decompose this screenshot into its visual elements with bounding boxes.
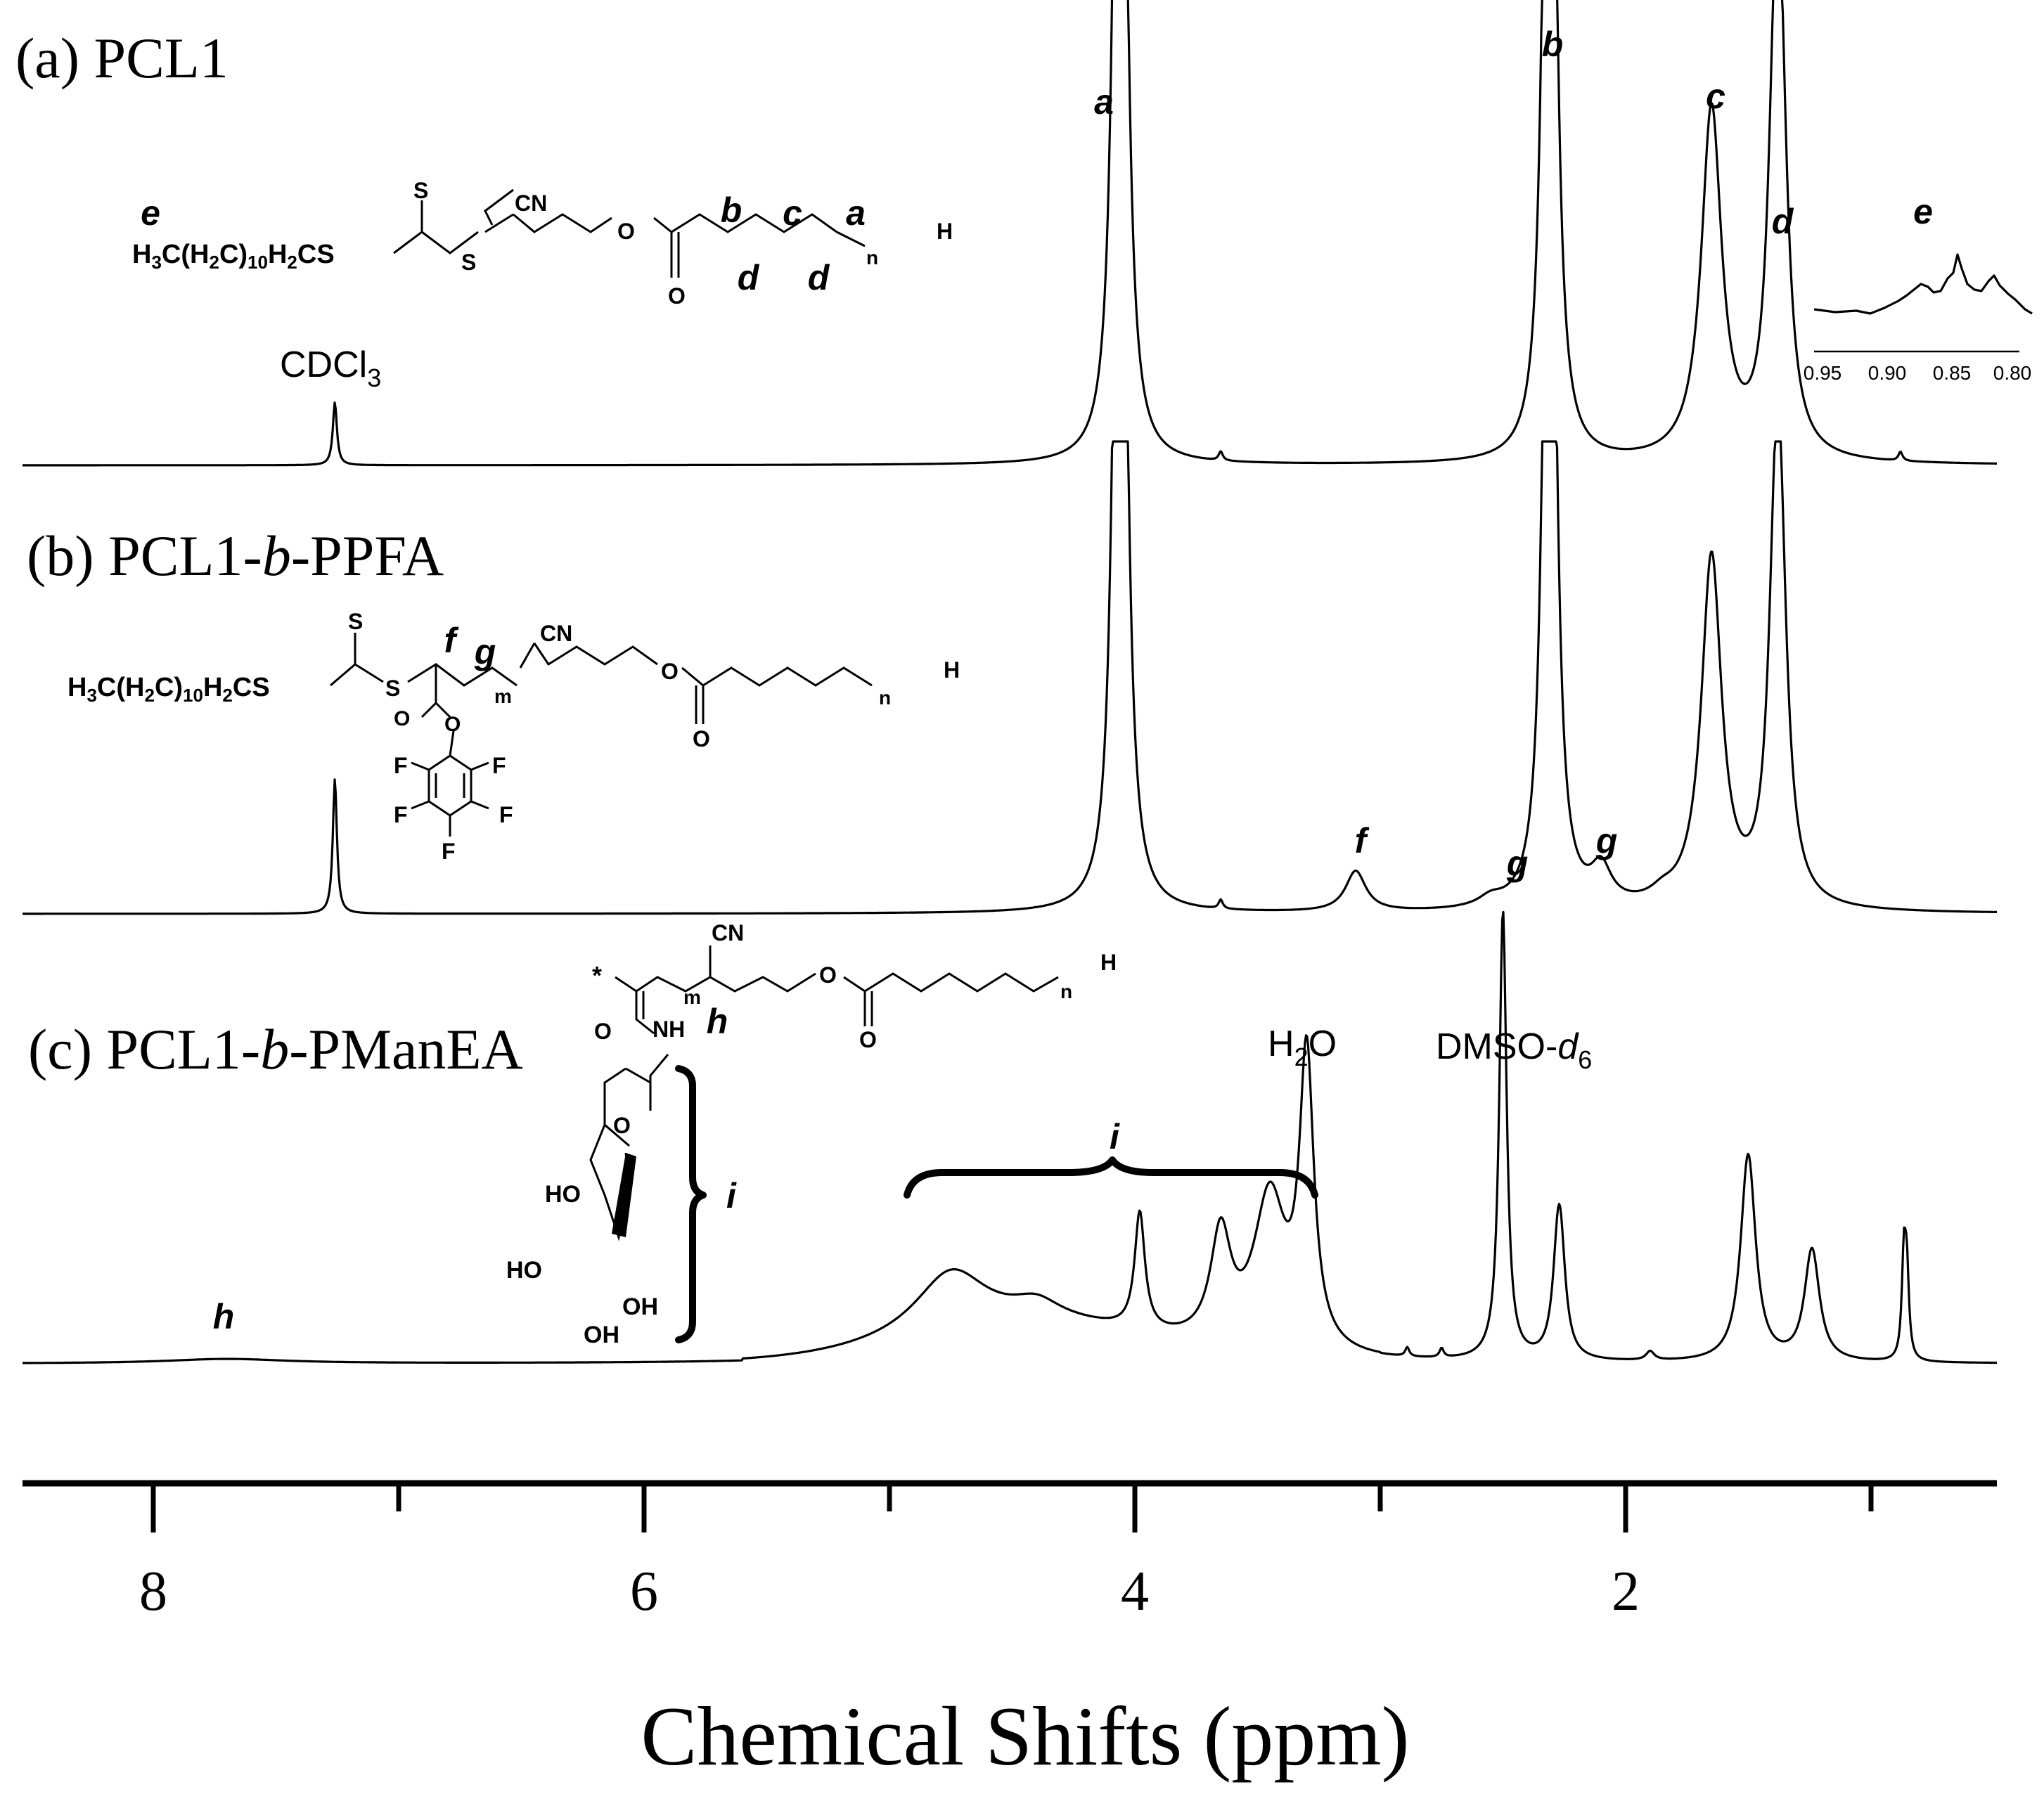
inset-peak-label-e: e bbox=[1913, 192, 1933, 231]
panel-label-a: (a) PCL1 bbox=[15, 26, 229, 90]
peak-label-b: b bbox=[1542, 25, 1564, 64]
chemical-structure-c: * CN O O O NH m n H O h HO HO OH OH i bbox=[506, 920, 1117, 1348]
spectrum-trace-c bbox=[22, 910, 1998, 1364]
struct-b-label: m bbox=[494, 685, 512, 707]
struct-c-label: * bbox=[592, 961, 602, 990]
hydroxyl-label: HO bbox=[506, 1257, 542, 1284]
peak-label-h: h bbox=[213, 1297, 235, 1336]
carbon-label: i bbox=[726, 1176, 737, 1215]
fluorine-label: F bbox=[442, 839, 456, 864]
bracket-structure-i bbox=[675, 1065, 707, 1343]
struct-b-label: n bbox=[879, 687, 891, 709]
fluorine-label: F bbox=[492, 753, 506, 778]
carbon-label: c bbox=[783, 193, 802, 233]
spectrum-trace-b bbox=[22, 440, 1998, 915]
peak-label-g: g bbox=[1595, 821, 1618, 860]
struct-c-label: H bbox=[1100, 950, 1117, 975]
end-group-label-e: e bbox=[141, 193, 160, 233]
struct-a-label: n bbox=[866, 247, 878, 269]
structure-bonds bbox=[393, 188, 866, 278]
peak-label-a: a bbox=[1094, 82, 1114, 122]
struct-b-label: CN bbox=[540, 621, 572, 646]
x-ticks bbox=[150, 1483, 1874, 1532]
inset-tick-label: 0.90 bbox=[1868, 362, 1907, 384]
panel-label-c: (c) PCL1-b-PManEA bbox=[28, 1017, 523, 1081]
structure-bonds bbox=[330, 633, 873, 837]
carbon-label: b bbox=[721, 191, 743, 230]
solvent-label-h2o: H2O bbox=[1268, 1024, 1337, 1071]
bracket-i bbox=[904, 1156, 1318, 1199]
solvent-label-dmso: DMSO-d6 bbox=[1436, 1026, 1592, 1074]
struct-b-label: H bbox=[944, 657, 960, 683]
struct-b-label: S bbox=[385, 676, 400, 701]
struct-c-label: NH bbox=[653, 1017, 685, 1042]
struct-a-label: H bbox=[937, 219, 953, 244]
struct-b-label: O bbox=[444, 713, 461, 736]
peak-label-c: c bbox=[1706, 77, 1725, 116]
ring-wedge bbox=[612, 1153, 636, 1237]
hydroxyl-label: OH bbox=[584, 1322, 619, 1348]
struct-c-label: O bbox=[594, 1019, 612, 1044]
carbon-label: d bbox=[808, 258, 830, 297]
struct-c-label: O bbox=[859, 1027, 877, 1052]
struct-a-label: O bbox=[668, 283, 686, 309]
carbon-label: g bbox=[474, 632, 496, 671]
x-axis: 8 6 4 2 Chemical Shifts (ppm) bbox=[23, 1480, 1997, 1783]
hydroxyl-label: HO bbox=[545, 1181, 581, 1208]
struct-a-label: O bbox=[617, 219, 635, 244]
peak-label-i: i bbox=[1110, 1117, 1120, 1156]
struct-c-label: n bbox=[1060, 981, 1072, 1002]
struct-a-label: S bbox=[413, 178, 428, 203]
struct-b-label: O bbox=[394, 707, 410, 730]
inset-tick-label: 0.80 bbox=[1993, 362, 2032, 384]
fluorine-label: F bbox=[394, 753, 408, 778]
struct-a-label: CN bbox=[515, 191, 547, 216]
hydroxyl-label: OH bbox=[622, 1293, 658, 1320]
x-axis-title: Chemical Shifts (ppm) bbox=[641, 1689, 1409, 1783]
carbon-label: f bbox=[444, 621, 459, 660]
panel-label-b: (b) PCL1-b-PPFA bbox=[27, 524, 444, 588]
x-tick-label: 6 bbox=[630, 1561, 658, 1622]
chemical-structure-a: e H3C(H2C)10H2CS S CN S O O n H b c a d … bbox=[132, 178, 953, 309]
struct-c-label: O bbox=[613, 1113, 631, 1138]
carbon-label: h bbox=[707, 1002, 728, 1041]
x-tick-label: 8 bbox=[139, 1561, 167, 1622]
struct-b-label: O bbox=[693, 726, 710, 751]
solvent-label-cdcl3: CDCl3 bbox=[280, 344, 381, 392]
struct-a-label: S bbox=[461, 250, 476, 275]
alkyl-chain-formula: H3C(H2C)10H2CS bbox=[132, 240, 335, 273]
struct-b-label: S bbox=[348, 609, 363, 634]
peak-label-g: g bbox=[1506, 844, 1529, 883]
inset-tick-label: 0.85 bbox=[1933, 362, 1972, 384]
carbon-label: a bbox=[846, 193, 866, 233]
struct-c-label: CN bbox=[712, 920, 744, 946]
inset-e: e 0.95 0.90 0.85 0.80 bbox=[1804, 192, 2033, 384]
x-tick-label: 4 bbox=[1121, 1561, 1149, 1622]
peak-label-f: f bbox=[1355, 821, 1370, 860]
spectra-group bbox=[22, 0, 1998, 1364]
inset-trace bbox=[1813, 253, 2033, 315]
spectrum-trace-a bbox=[22, 0, 1998, 467]
struct-c-label: m bbox=[683, 986, 701, 1008]
fluorine-label: F bbox=[394, 802, 408, 827]
struct-b-label: O bbox=[661, 659, 679, 684]
fluorine-label: F bbox=[499, 802, 513, 827]
struct-c-label: O bbox=[819, 962, 837, 988]
carbon-label: d bbox=[738, 258, 760, 297]
x-tick-label: 2 bbox=[1612, 1561, 1640, 1622]
peak-label-d: d bbox=[1772, 202, 1794, 241]
alkyl-chain-formula: H3C(H2C)10H2CS bbox=[68, 673, 270, 706]
inset-tick-label: 0.95 bbox=[1804, 362, 1842, 384]
structure-bonds bbox=[589, 946, 1059, 1241]
chemical-structure-b: H3C(H2C)10H2CS S S CN O O O O n H m f g … bbox=[68, 609, 960, 864]
